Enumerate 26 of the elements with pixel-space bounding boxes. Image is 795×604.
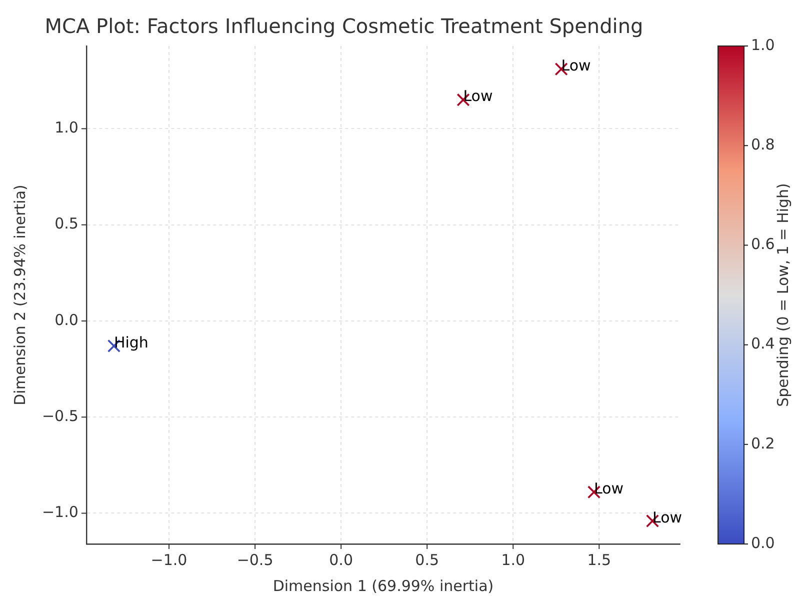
y-tick-label: 0.5: [54, 214, 78, 233]
x-tick-label: 1.0: [501, 550, 526, 569]
x-axis-title: Dimension 1 (69.99% inertia): [272, 576, 494, 595]
color-bar-label: 0.6: [751, 235, 775, 254]
y-tick-label: 1.0: [54, 118, 78, 137]
x-tick-label: 0.5: [415, 550, 440, 569]
chart-title: MCA Plot: Factors Influencing Cosmetic Treatment Spending: [44, 14, 644, 38]
y-tick-label: −1.0: [42, 503, 78, 522]
x-tick-label: 1.5: [587, 550, 612, 569]
annotation: Low: [463, 87, 493, 106]
y-tick-label: 0.0: [54, 310, 78, 329]
y-tick-label: −0.5: [42, 406, 78, 425]
annotation: High: [114, 333, 148, 352]
y-axis-title: Dimension 2 (23.94% inertia): [10, 184, 29, 406]
annotation: Low: [561, 56, 591, 74]
x-tick-label: −0.5: [236, 550, 274, 569]
x-tick-label: 0.0: [329, 550, 353, 569]
color-bar-label: 0.4: [751, 334, 775, 353]
color-bar-label: 0.8: [751, 135, 775, 154]
x-tick-label: −1.0: [150, 550, 188, 569]
annotation: Low: [594, 479, 624, 498]
color-bar-label: 0.0: [751, 534, 775, 552]
color-bar-label: 0.2: [751, 434, 775, 452]
annotation: Low: [652, 508, 682, 526]
color-bar-title: Spending (0 = Low, 1 = High): [774, 183, 792, 407]
color-bar-label: 1.0: [751, 36, 775, 54]
